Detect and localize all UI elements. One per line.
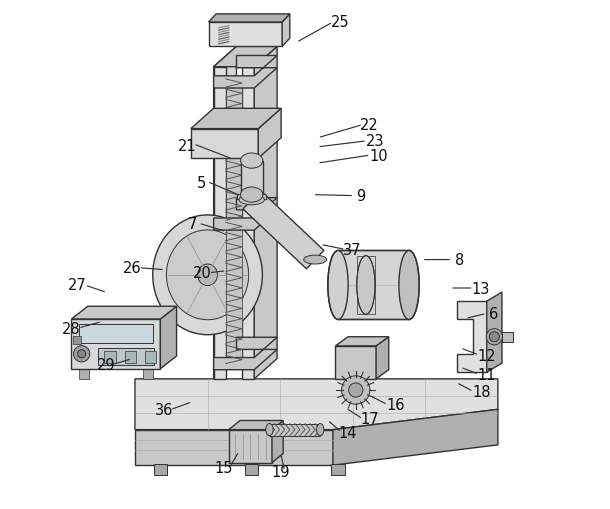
Polygon shape: [237, 194, 267, 200]
Text: 7: 7: [188, 216, 197, 232]
Polygon shape: [191, 129, 258, 158]
Polygon shape: [338, 250, 409, 320]
Ellipse shape: [167, 230, 249, 320]
Circle shape: [74, 346, 90, 362]
Polygon shape: [258, 108, 281, 158]
Polygon shape: [272, 420, 283, 463]
Polygon shape: [229, 430, 272, 463]
Polygon shape: [79, 324, 152, 343]
Circle shape: [489, 332, 500, 342]
Text: 36: 36: [155, 403, 173, 418]
Ellipse shape: [399, 250, 419, 320]
Text: 22: 22: [360, 118, 379, 132]
Polygon shape: [376, 337, 389, 379]
Polygon shape: [270, 423, 320, 436]
Ellipse shape: [198, 264, 217, 286]
Polygon shape: [209, 22, 282, 46]
Polygon shape: [214, 67, 226, 379]
Text: 14: 14: [339, 426, 357, 441]
Polygon shape: [226, 77, 242, 369]
Polygon shape: [254, 46, 277, 379]
Ellipse shape: [317, 423, 324, 436]
Polygon shape: [79, 369, 89, 379]
Polygon shape: [336, 346, 376, 379]
Polygon shape: [71, 319, 160, 369]
Text: 6: 6: [489, 307, 498, 322]
Polygon shape: [243, 190, 324, 269]
Circle shape: [486, 329, 503, 345]
Polygon shape: [458, 301, 487, 372]
Polygon shape: [240, 161, 263, 194]
Polygon shape: [125, 351, 136, 363]
Polygon shape: [160, 306, 176, 369]
Text: 9: 9: [356, 189, 365, 204]
Circle shape: [349, 383, 363, 397]
Text: 19: 19: [271, 465, 290, 480]
Ellipse shape: [239, 194, 264, 205]
Text: 16: 16: [386, 398, 404, 413]
Polygon shape: [214, 197, 277, 230]
Ellipse shape: [328, 250, 348, 320]
Polygon shape: [487, 292, 502, 372]
Polygon shape: [191, 108, 281, 129]
Polygon shape: [135, 379, 498, 430]
Text: 37: 37: [342, 243, 361, 258]
Polygon shape: [214, 337, 277, 370]
Polygon shape: [214, 55, 277, 88]
Text: 29: 29: [97, 358, 115, 373]
Text: 25: 25: [331, 15, 350, 30]
Text: 21: 21: [178, 139, 196, 154]
Ellipse shape: [357, 256, 375, 314]
Polygon shape: [357, 256, 375, 314]
Text: 5: 5: [196, 176, 206, 191]
Ellipse shape: [152, 215, 262, 335]
Circle shape: [77, 350, 86, 358]
Text: 15: 15: [215, 461, 233, 476]
Polygon shape: [214, 46, 237, 379]
Ellipse shape: [240, 153, 263, 168]
Polygon shape: [229, 420, 283, 430]
Text: 17: 17: [361, 412, 379, 428]
Polygon shape: [73, 336, 81, 344]
Polygon shape: [245, 464, 258, 475]
Text: 20: 20: [193, 266, 212, 281]
Polygon shape: [143, 369, 152, 379]
Polygon shape: [336, 337, 389, 346]
Polygon shape: [135, 430, 333, 465]
Polygon shape: [214, 46, 277, 67]
Ellipse shape: [240, 187, 263, 202]
Polygon shape: [502, 332, 513, 342]
Ellipse shape: [266, 423, 273, 436]
Polygon shape: [145, 351, 156, 363]
Polygon shape: [98, 348, 154, 365]
Text: 26: 26: [123, 261, 142, 276]
Text: 28: 28: [62, 322, 81, 337]
Circle shape: [342, 376, 370, 404]
Text: 10: 10: [369, 149, 388, 163]
Text: 27: 27: [68, 278, 87, 294]
Text: 12: 12: [478, 349, 496, 363]
Polygon shape: [282, 14, 290, 46]
Polygon shape: [333, 409, 498, 465]
Text: 13: 13: [471, 281, 489, 297]
Text: 8: 8: [454, 253, 464, 268]
Text: 11: 11: [478, 368, 496, 383]
Polygon shape: [71, 306, 176, 319]
Polygon shape: [154, 464, 167, 475]
Ellipse shape: [304, 255, 326, 264]
Text: 18: 18: [472, 385, 491, 400]
Polygon shape: [242, 67, 254, 379]
Polygon shape: [209, 14, 290, 22]
Text: 23: 23: [366, 134, 384, 149]
Polygon shape: [104, 351, 116, 363]
Polygon shape: [331, 464, 345, 475]
